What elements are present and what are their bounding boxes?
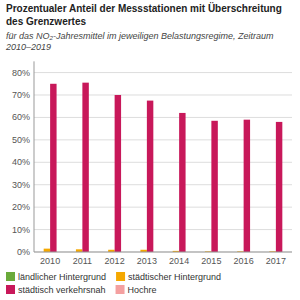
grid-line [34,229,292,230]
y-tick-label: 70% [12,90,30,100]
grid-line [34,117,292,118]
chart: Prozentualer Anteil der Messstationen mi… [0,0,300,300]
x-axis-line [34,252,292,253]
legend-item: Hochre [116,285,157,295]
legend-label: städtisch verkehrsnah [18,285,106,295]
bar [211,121,217,252]
y-tick-label: 80% [12,68,30,78]
legend-swatch [116,272,125,281]
legend-swatch [116,285,125,294]
bar [115,95,121,252]
subtitle: für das NO₂-Jahresmittel im jeweiligen B… [5,31,274,52]
y-tick-label: 40% [12,157,30,167]
title: Prozentualer Anteil der Messstationen mi… [6,2,282,27]
bar [276,122,282,252]
y-tick-label: 30% [12,180,30,190]
legend-item: ländlicher Hintergrund [6,272,106,282]
legend-item: städtischer Hintergrund [116,272,221,282]
y-tick-label: 60% [12,112,30,122]
grid-line [34,184,292,185]
bar [244,120,250,252]
subtitle-line: 2010–2019 [5,42,51,52]
x-tick-label: 2012 [105,256,125,266]
grid-line [34,162,292,163]
legend-label: ländlicher Hintergrund [18,272,106,282]
legend-swatch [6,272,15,281]
y-tick-label: 0% [17,247,30,257]
x-tick-label: 2014 [169,256,189,266]
bars [44,83,283,252]
x-tick-label: 2016 [234,256,254,266]
title-line: Prozentualer Anteil der Messstationen mi… [6,2,282,14]
subtitle-line: für das NO₂-Jahresmittel im jeweiligen B… [6,31,274,41]
legend: ländlicher Hintergrund städtischer Hinter… [6,272,221,295]
legend-label: städtischer Hintergrund [128,272,221,282]
legend-swatch [6,285,15,294]
x-axis: 2010 2011 2012 2013 2014 2015 2016 2017 [34,252,292,266]
y-tick-label: 50% [12,135,30,145]
grid-line [34,139,292,140]
bar [147,101,153,252]
bar [44,249,50,252]
x-tick-label: 2017 [266,256,286,266]
grid-line [34,72,292,73]
grid-line [34,252,292,253]
bar [82,83,88,252]
x-tick-label: 2010 [40,256,60,266]
y-axis-line [34,61,35,252]
legend-item: städtisch verkehrsnah [6,285,106,295]
grid-line [34,207,292,208]
legend-label: Hochre [128,285,157,295]
bar [50,84,56,252]
y-tick-label: 10% [12,225,30,235]
title-line: des Grenzwertes [6,16,86,27]
y-tick-label: 20% [12,202,30,212]
x-tick-label: 2015 [201,256,221,266]
bar [179,113,185,252]
y-axis: 0% 10% 20% 30% 40% 50% 60% 70% 80% [12,61,292,257]
x-tick-label: 2011 [73,256,92,266]
grid-line [34,94,292,95]
x-tick-label: 2013 [137,256,157,266]
